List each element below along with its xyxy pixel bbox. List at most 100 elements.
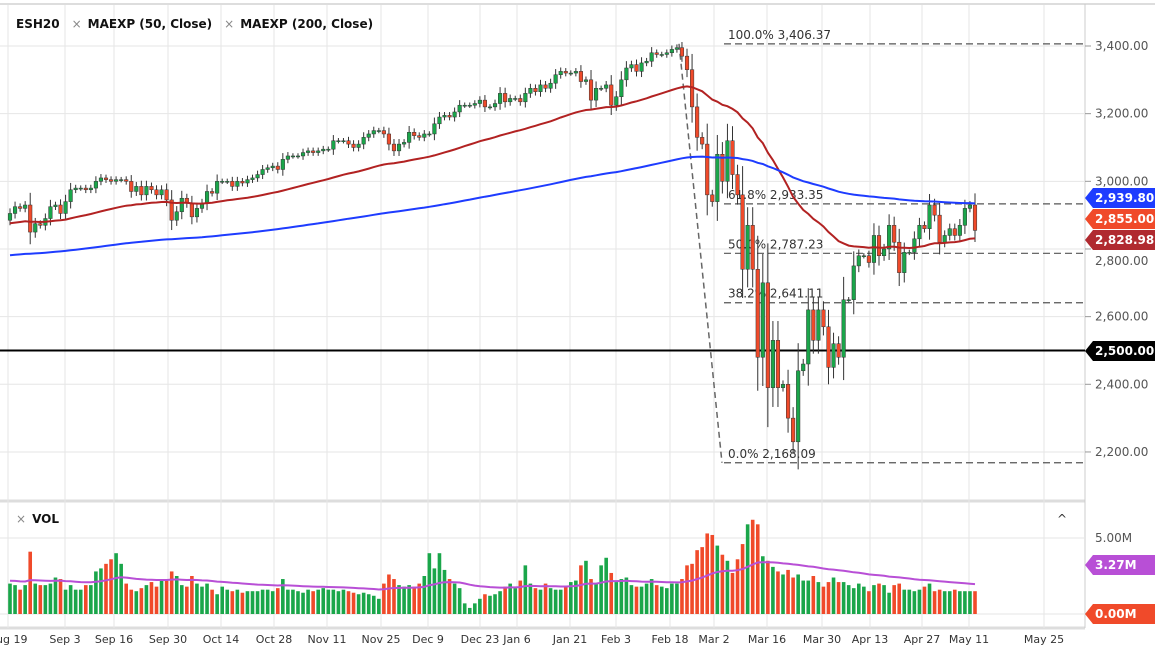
candle-body xyxy=(58,204,63,214)
candle-body xyxy=(442,115,447,118)
fib-trend-line xyxy=(678,43,723,463)
remove-study-icon[interactable]: × xyxy=(71,17,82,31)
candle-body xyxy=(477,99,482,104)
candle-body xyxy=(427,133,432,136)
candle-body xyxy=(735,174,740,196)
volume-bar xyxy=(771,566,775,614)
candle-body xyxy=(68,189,73,202)
volume-bar xyxy=(644,583,649,614)
volume-bar xyxy=(836,582,841,614)
volume-bar xyxy=(973,591,977,614)
candle-body xyxy=(659,54,664,56)
candle-body xyxy=(639,62,644,72)
candle-body xyxy=(765,282,770,388)
candle-body xyxy=(432,123,437,135)
candle-body xyxy=(927,204,932,229)
volume-bar xyxy=(801,580,806,614)
candle-body xyxy=(503,93,508,103)
volume-bar xyxy=(99,568,103,614)
candle-body xyxy=(826,326,831,368)
volume-legend: × VOL xyxy=(16,512,59,526)
volume-bar xyxy=(811,576,816,614)
volume-bar xyxy=(210,589,214,614)
candle-body xyxy=(447,115,452,118)
volume-bar xyxy=(473,603,477,614)
candle-body xyxy=(28,204,33,233)
candle-body xyxy=(937,214,942,243)
candle-body xyxy=(245,179,250,184)
candle-body xyxy=(462,104,467,107)
candle-body xyxy=(457,104,462,113)
candle-body xyxy=(63,201,68,214)
volume-bar xyxy=(599,565,603,614)
volume-bar xyxy=(225,589,230,614)
candle-body xyxy=(760,282,765,358)
candle-body xyxy=(108,179,114,182)
remove-study-icon[interactable]: × xyxy=(16,512,27,526)
volume-bar xyxy=(63,589,68,614)
candle-body xyxy=(967,204,972,209)
candle-body xyxy=(533,88,538,92)
volume-bar xyxy=(402,586,406,614)
volume-bar xyxy=(877,583,881,614)
volume-bar xyxy=(377,598,381,614)
candle-body xyxy=(972,204,978,231)
candle-body xyxy=(194,208,199,218)
candle-body xyxy=(770,340,775,388)
candle-body xyxy=(609,84,614,106)
chart-legend: ESH20 × MAEXP (50, Close) × MAEXP (200, Cl… xyxy=(16,17,373,31)
date-tick-label: Feb 3 xyxy=(601,633,631,646)
candle-body xyxy=(119,179,124,181)
candle-body xyxy=(715,154,720,202)
volume-bar xyxy=(897,583,902,614)
volume-bar xyxy=(887,592,891,614)
candle-body xyxy=(88,187,93,191)
volume-bar xyxy=(675,583,679,614)
candle-body xyxy=(482,99,487,108)
symbol-label: ESH20 xyxy=(16,17,60,31)
volume-bar xyxy=(104,563,108,614)
level-price-tag: 2,500.00 xyxy=(1085,341,1155,361)
volume-bar xyxy=(245,591,250,614)
candle-body xyxy=(7,213,13,221)
volume-bar xyxy=(336,591,341,614)
volume-bar xyxy=(649,579,654,614)
volume-bar xyxy=(927,583,932,614)
remove-study-icon[interactable]: × xyxy=(224,17,235,31)
candle-body xyxy=(154,189,159,196)
volume-bar xyxy=(149,582,154,614)
candle-body xyxy=(634,64,639,72)
volume-bar xyxy=(301,592,305,614)
volume-bar xyxy=(311,591,315,614)
volume-bar xyxy=(907,589,912,614)
candle-body xyxy=(892,225,897,243)
candle-body xyxy=(189,203,194,218)
caret-up-icon[interactable]: ^ xyxy=(1057,512,1068,526)
candle-body xyxy=(361,137,366,145)
candle-body xyxy=(684,55,690,70)
volume-bar xyxy=(604,557,608,614)
candle-body xyxy=(553,74,558,84)
candle-body xyxy=(558,71,563,76)
candle-body xyxy=(48,206,53,219)
candle-body xyxy=(543,84,548,89)
volume-bar xyxy=(452,583,457,614)
candle-body xyxy=(144,186,149,196)
volume-bar xyxy=(952,589,957,614)
volume-bar xyxy=(968,591,972,614)
volume-bar xyxy=(851,588,856,614)
volume-bar xyxy=(422,576,427,614)
candle-body xyxy=(53,204,58,207)
candle-body xyxy=(887,225,892,250)
price-tick-label: 3,400.00 xyxy=(1095,39,1148,53)
volume-bar xyxy=(720,554,725,614)
candle-body xyxy=(563,71,568,74)
candle-body xyxy=(836,343,841,358)
volume-bar xyxy=(579,565,583,614)
date-tick-label: Sep 30 xyxy=(149,633,187,646)
price-tick-label: 2,800.00 xyxy=(1095,254,1148,268)
ma50-line xyxy=(9,85,976,250)
candle-body xyxy=(270,165,275,169)
volume-bar xyxy=(134,591,139,614)
